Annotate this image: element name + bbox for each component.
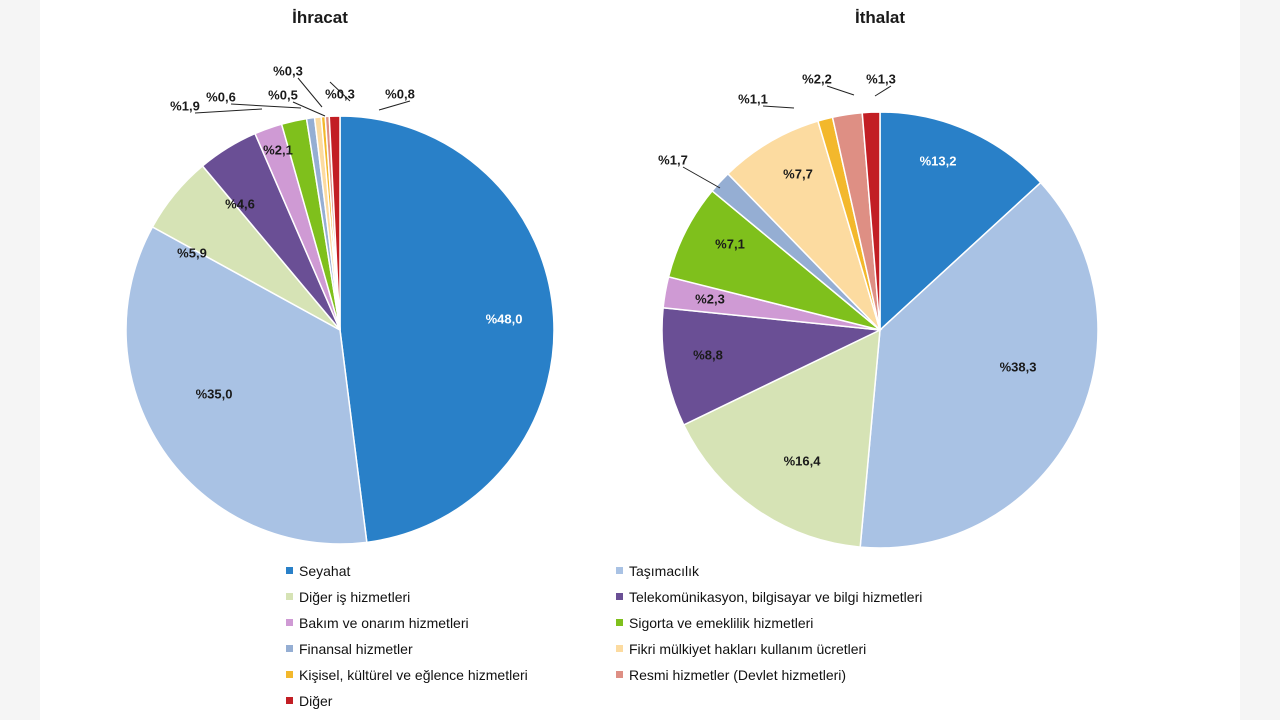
legend-item: Sigorta ve emeklilik hizmetleri xyxy=(616,613,1016,632)
legend-swatch xyxy=(286,567,293,574)
import-chart-title: İthalat xyxy=(854,8,906,27)
leader-line xyxy=(292,101,326,117)
leader-line xyxy=(230,103,302,109)
legend-label: Seyahat xyxy=(299,562,351,579)
export-pie: %48,0 %35,0 %5,9 %4,6 %2,1 %1,9 %0,6 %0,5 %0,3 %0… xyxy=(125,63,555,545)
leader-line xyxy=(826,85,855,96)
export-chart-title: İhracat xyxy=(292,8,348,27)
legend-swatch xyxy=(616,671,623,678)
pie-slice xyxy=(859,181,1099,549)
legend-label: Taşımacılık xyxy=(629,562,700,579)
pie-slice xyxy=(682,328,881,548)
pie-slice xyxy=(879,111,1042,332)
data-label: %13,2 xyxy=(920,153,957,168)
data-label: %0,8 xyxy=(385,86,415,101)
chart-canvas: İhracat İthalat %48,0 %35,0 %5,9 %4,6 %2,1 %1… xyxy=(40,0,1240,720)
leader-line xyxy=(378,100,411,111)
legend-item: Bakım ve onarım hizmetleri xyxy=(286,613,616,632)
data-label: %0,3 xyxy=(325,86,355,101)
data-label: %2,1 xyxy=(263,142,293,157)
legend-item: Resmi hizmetler (Devlet hizmetleri) xyxy=(616,665,1016,684)
data-label: %48,0 xyxy=(486,311,523,326)
pie-slice xyxy=(661,306,883,426)
legend-item: Seyahat xyxy=(286,561,616,580)
legend-swatch xyxy=(286,619,293,626)
data-label: %5,9 xyxy=(177,245,207,260)
legend-label: Bakım ve onarım hizmetleri xyxy=(299,614,469,631)
legend-item: Taşımacılık xyxy=(616,561,1016,580)
data-label: %0,6 xyxy=(206,89,236,104)
legend-item: Finansal hizmetler xyxy=(286,639,616,658)
legend-label: Kişisel, kültürel ve eğlence hizmetleri xyxy=(299,666,528,683)
legend-item: Diğer iş hizmetleri xyxy=(286,587,616,606)
leader-line xyxy=(297,77,323,108)
data-label: %16,4 xyxy=(784,453,822,468)
data-label: %2,3 xyxy=(695,291,725,306)
legend-swatch xyxy=(616,645,623,652)
legend-item: Diğer xyxy=(286,691,616,710)
data-label: %1,7 xyxy=(658,152,688,167)
data-label: %38,3 xyxy=(1000,359,1037,374)
legend-swatch xyxy=(286,697,293,704)
legend-swatch xyxy=(616,567,623,574)
pie-charts: %48,0 %35,0 %5,9 %4,6 %2,1 %1,9 %0,6 %0,5 %0,3 %0… xyxy=(125,63,1099,549)
legend-label: Diğer xyxy=(299,692,333,709)
pie-slice xyxy=(861,111,881,331)
legend-label: Resmi hizmetler (Devlet hizmetleri) xyxy=(629,666,847,683)
legend-label: Sigorta ve emeklilik hizmetleri xyxy=(629,614,814,631)
pie-slice xyxy=(726,120,881,331)
legend-item: Telekomünikasyon, bilgisayar ve bilgi hi… xyxy=(616,587,1016,606)
legend-label: Telekomünikasyon, bilgisayar ve bilgi hi… xyxy=(629,588,923,605)
legend-item: Kişisel, kültürel ve eğlence hizmetleri xyxy=(286,665,616,684)
leader-line xyxy=(682,166,721,189)
data-label: %2,2 xyxy=(802,71,832,86)
legend-item: Fikri mülkiyet hakları kullanım ücretler… xyxy=(616,639,1016,658)
legend-swatch xyxy=(616,593,623,600)
legend-swatch xyxy=(616,619,623,626)
legend-label: Diğer iş hizmetleri xyxy=(299,588,411,605)
legend-label: Finansal hizmetler xyxy=(299,640,413,657)
legend-swatch xyxy=(286,593,293,600)
leader-line xyxy=(329,81,351,102)
pie-slice xyxy=(125,225,368,545)
data-label: %7,1 xyxy=(715,236,745,251)
leader-line xyxy=(194,108,263,114)
data-label: %1,1 xyxy=(738,91,768,106)
legend: Seyahat Taşımacılık Diğer iş hizmetleri Tel… xyxy=(286,561,1046,710)
data-label: %7,7 xyxy=(783,166,813,181)
data-label: %1,3 xyxy=(866,71,896,86)
pie-slice xyxy=(339,115,555,544)
pie-slice xyxy=(328,115,341,331)
data-label: %8,8 xyxy=(693,347,723,362)
legend-label: Fikri mülkiyet hakları kullanım ücretler… xyxy=(629,640,867,657)
data-label: %1,9 xyxy=(170,98,200,113)
legend-swatch xyxy=(286,645,293,652)
data-label: %35,0 xyxy=(196,386,233,401)
data-label: %0,3 xyxy=(273,63,303,78)
data-label: %0,5 xyxy=(268,87,298,102)
leader-line xyxy=(762,105,795,109)
data-label: %4,6 xyxy=(225,196,255,211)
legend-swatch xyxy=(286,671,293,678)
import-pie: %13,2 %38,3 %16,4 %8,8 %2,3 %7,1 %1,7 %7,7 %1,1%… xyxy=(658,71,1099,549)
leader-line xyxy=(874,85,892,97)
